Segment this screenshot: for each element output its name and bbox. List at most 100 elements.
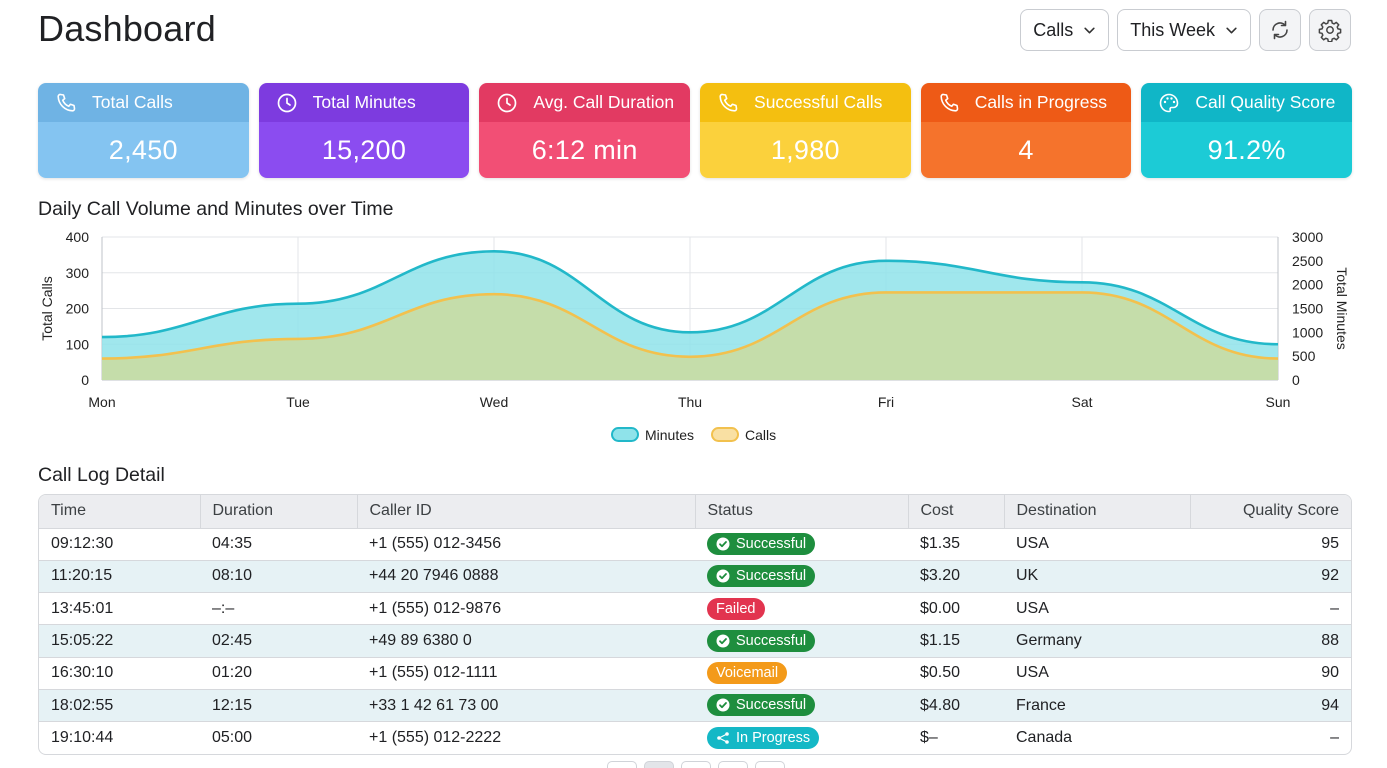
cell-caller-id: +1 (555) 012-9876 — [357, 592, 695, 626]
cell-quality-score: 94 — [1190, 689, 1351, 723]
y2-tick-label: 0 — [1292, 372, 1300, 388]
kpi-card-value: 15,200 — [258, 122, 470, 178]
cell-status: Successful — [695, 624, 908, 658]
share-icon — [717, 731, 729, 744]
metric-dropdown[interactable]: Calls — [1020, 9, 1110, 51]
kpi-card-header: Calls in Progress — [920, 83, 1132, 122]
column-header[interactable]: Quality Score — [1190, 495, 1351, 529]
x-tick-label: Tue — [286, 394, 310, 410]
cell-caller-id: +33 1 42 61 73 00 — [357, 689, 695, 723]
cell-duration: 04:35 — [200, 528, 357, 561]
pagination — [607, 761, 785, 768]
column-header[interactable]: Cost — [908, 495, 1005, 529]
kpi-card-value: 91.2% — [1141, 122, 1353, 178]
kpi-card-header: Avg. Call Duration — [479, 83, 691, 122]
metric-dropdown-label: Calls — [1033, 19, 1074, 40]
phone-icon — [719, 93, 738, 112]
status-badge-label: Failed — [716, 600, 756, 617]
chevron-down-icon — [1084, 27, 1095, 33]
x-tick-label: Thu — [678, 394, 702, 410]
column-header[interactable]: Caller ID — [357, 495, 696, 529]
cell-cost: $1.15 — [908, 624, 1004, 658]
table-row[interactable]: 09:12:30 04:35 +1 (555) 012-3456 Success… — [39, 528, 1351, 561]
y-tick-label: 300 — [66, 265, 90, 281]
x-tick-label: Sat — [1071, 394, 1092, 410]
table-row[interactable]: 16:30:10 01:20 +1 (555) 012-1111 Voicema… — [39, 657, 1351, 690]
calls-line — [101, 291, 1279, 360]
cell-quality-score: 90 — [1190, 657, 1351, 690]
status-badge: Voicemail — [707, 662, 788, 685]
palette-icon — [1160, 93, 1179, 112]
column-header[interactable]: Destination — [1004, 495, 1191, 529]
table-row[interactable]: 19:10:44 05:00 +1 (555) 012-2222 In Prog… — [39, 722, 1351, 754]
period-dropdown[interactable]: This Week — [1117, 9, 1251, 51]
kpi-card: Total Minutes 15,200 — [258, 83, 470, 178]
page-button[interactable] — [681, 761, 711, 768]
kpi-card: Successful Calls 1,980 — [700, 83, 911, 178]
kpi-card-header: Call Quality Score — [1141, 83, 1353, 122]
cell-time: 19:10:44 — [51, 729, 114, 747]
cell-duration: 01:20 — [200, 657, 357, 690]
status-badge: Successful — [707, 694, 816, 717]
kpi-card-label: Successful Calls — [754, 92, 883, 112]
y2-tick-label: 2500 — [1292, 253, 1323, 269]
cell-status: Failed — [695, 592, 908, 626]
status-badge-label: Successful — [736, 697, 807, 714]
column-header[interactable]: Status — [695, 495, 909, 529]
gear-icon — [1318, 19, 1342, 42]
cell-cost: $0.00 — [908, 592, 1004, 626]
status-badge-label: Successful — [736, 535, 807, 552]
check-circle-icon — [716, 537, 730, 551]
status-badge: Successful — [707, 629, 816, 652]
cell-cost: $1.35 — [908, 528, 1004, 561]
y2-axis-title: Total Minutes — [1334, 267, 1350, 349]
y-axis-title: Total Calls — [39, 276, 55, 341]
check-circle-icon — [716, 698, 730, 712]
column-header[interactable]: Time — [39, 495, 201, 529]
y2-tick-label: 2000 — [1292, 277, 1323, 293]
cell-cost: $0.50 — [908, 657, 1004, 690]
phone-icon — [940, 93, 958, 112]
cell-quality-score: – — [1190, 592, 1351, 626]
cell-cost: $4.80 — [908, 689, 1004, 723]
table-row[interactable]: 11:20:15 08:10 +44 20 7946 0888 Successf… — [39, 560, 1351, 594]
status-badge-label: Successful — [736, 567, 807, 584]
status-badge: Failed — [707, 597, 765, 620]
refresh-button[interactable] — [1259, 9, 1301, 51]
page-button[interactable] — [644, 761, 674, 768]
column-header[interactable]: Duration — [200, 495, 358, 529]
cell-quality-score: – — [1330, 729, 1339, 747]
check-circle-icon — [716, 569, 730, 583]
y-tick-label: 200 — [66, 301, 90, 317]
kpi-card-value: 2,450 — [38, 122, 249, 178]
cell-time: 15:05:22 — [39, 624, 200, 658]
kpi-card-value: 1,980 — [700, 122, 911, 178]
y2-tick-label: 1000 — [1292, 324, 1323, 340]
check-circle-icon — [716, 634, 730, 648]
cell-caller-id: +49 89 6380 0 — [357, 624, 695, 658]
table-row[interactable]: 18:02:55 12:15 +33 1 42 61 73 00 Success… — [39, 689, 1351, 723]
cell-destination: Canada — [1016, 729, 1073, 747]
cell-duration: 12:15 — [200, 689, 357, 723]
cell-cost: $3.20 — [908, 560, 1004, 594]
cell-destination: France — [1004, 689, 1190, 723]
kpi-card-label: Call Quality Score — [1195, 92, 1336, 112]
kpi-card-header: Total Calls — [38, 83, 249, 122]
table-row[interactable]: 15:05:22 02:45 +49 89 6380 0 Successful … — [39, 624, 1351, 658]
period-dropdown-label: This Week — [1130, 19, 1215, 40]
page-button[interactable] — [607, 761, 637, 768]
cell-status: In Progress — [695, 722, 908, 754]
call-log-table: Time Duration Caller ID Status Cost Destinati… — [38, 494, 1352, 756]
page-title: Dashboard — [38, 8, 216, 49]
cell-destination: USA — [1004, 528, 1190, 561]
table-row[interactable]: 13:45:01 –:– +1 (555) 012-9876 Failed $0… — [39, 592, 1351, 626]
kpi-card-value: 4 — [920, 122, 1132, 178]
legend-swatch-calls — [711, 427, 739, 442]
refresh-icon — [1272, 20, 1288, 40]
page-button[interactable] — [718, 761, 748, 768]
page-button[interactable] — [755, 761, 785, 768]
settings-button[interactable] — [1309, 9, 1351, 51]
cell-status: Voicemail — [695, 657, 908, 690]
kpi-card: Calls in Progress 4 — [920, 83, 1132, 178]
kpi-card-value: 6:12 min — [479, 122, 691, 178]
